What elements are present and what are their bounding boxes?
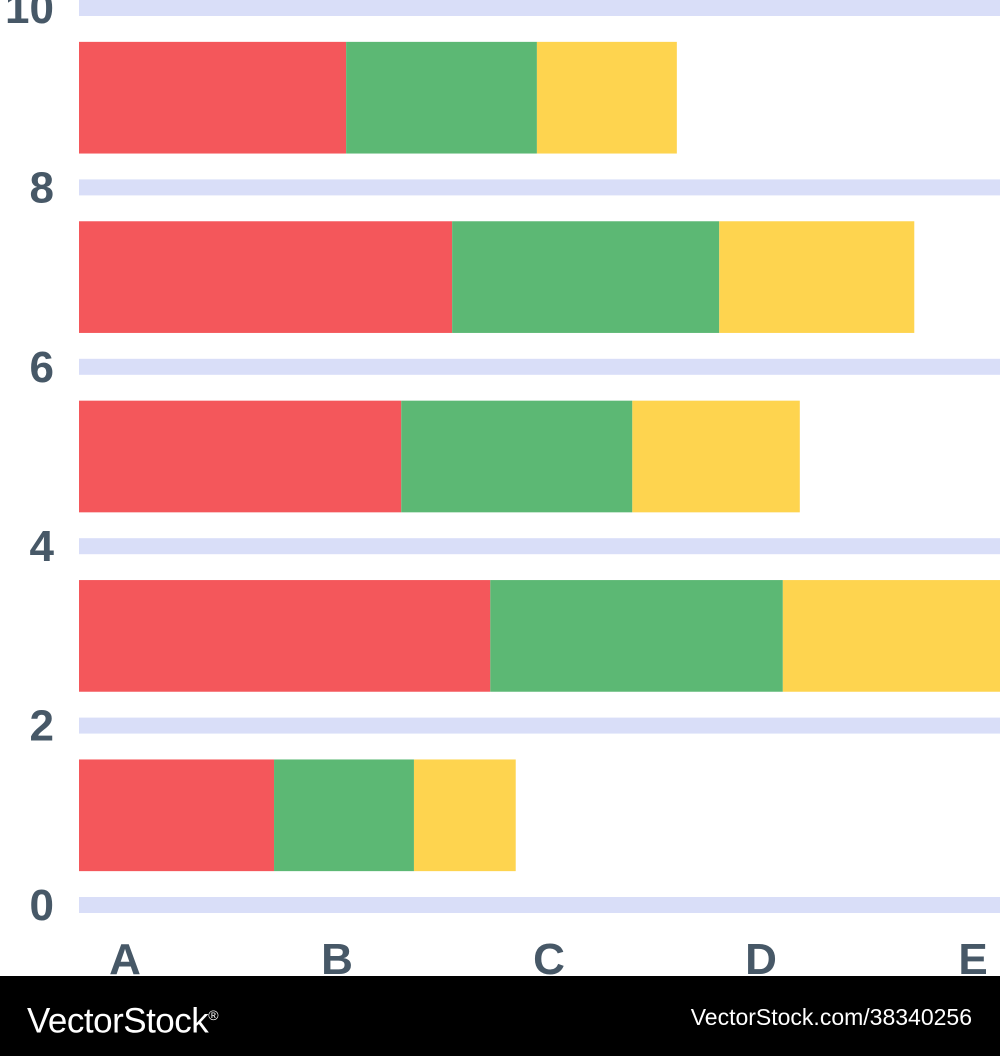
y-tick-label-2: 2	[30, 702, 54, 751]
bar-row-2-segment-0	[79, 400, 402, 513]
x-axis-ticks: A B C D E	[109, 935, 988, 976]
bar-row-4-segment-2	[536, 41, 677, 154]
bar-row-0-segment-0	[79, 759, 275, 872]
bar-row-1-segment-0	[79, 580, 491, 692]
bar-row-2-segment-1	[401, 400, 633, 513]
bar-row-3-segment-1	[452, 221, 720, 333]
x-tick-label-C: C	[533, 935, 565, 976]
stacked-bar-chart: 0 2 4 6 8 10 A B C D E	[5, 0, 1000, 976]
watermark-bar: VectorStock® VectorStock.com/38340256	[0, 976, 1000, 1056]
y-tick-label-6: 6	[30, 343, 54, 392]
y-tick-label-8: 8	[30, 163, 54, 212]
gridline-5	[79, 0, 1000, 16]
gridline-4	[79, 179, 1000, 196]
bars	[79, 41, 1000, 872]
watermark-registered-mark: ®	[208, 1007, 219, 1023]
gridlines	[79, 0, 1000, 913]
x-tick-label-E: E	[958, 935, 987, 976]
gridline-1	[79, 717, 1000, 734]
bar-row-3-segment-0	[79, 221, 453, 333]
watermark-brand-name: VectorStock	[27, 1001, 209, 1041]
y-tick-label-10: 10	[5, 0, 54, 33]
bar-row-1-segment-2	[782, 580, 1000, 692]
bar-row-0-segment-2	[413, 759, 516, 872]
x-tick-label-A: A	[109, 935, 141, 976]
bar-row-1-segment-1	[490, 580, 783, 692]
bar-row-0-segment-1	[274, 759, 414, 872]
y-axis-ticks: 0 2 4 6 8 10	[5, 0, 54, 930]
gridline-3	[79, 358, 1000, 375]
watermark-id: VectorStock.com/38340256	[690, 1004, 972, 1030]
bar-row-3-segment-2	[719, 221, 915, 333]
gridline-0	[79, 897, 1000, 913]
gridline-2	[79, 538, 1000, 555]
bar-row-4-segment-1	[346, 41, 537, 154]
bar-row-4-segment-0	[79, 41, 347, 154]
y-tick-label-4: 4	[30, 522, 55, 571]
x-tick-label-D: D	[745, 935, 777, 976]
bar-row-2-segment-2	[632, 400, 800, 513]
y-tick-label-0: 0	[30, 881, 54, 930]
watermark-brand: VectorStock®	[27, 995, 219, 1042]
x-tick-label-B: B	[321, 935, 353, 976]
